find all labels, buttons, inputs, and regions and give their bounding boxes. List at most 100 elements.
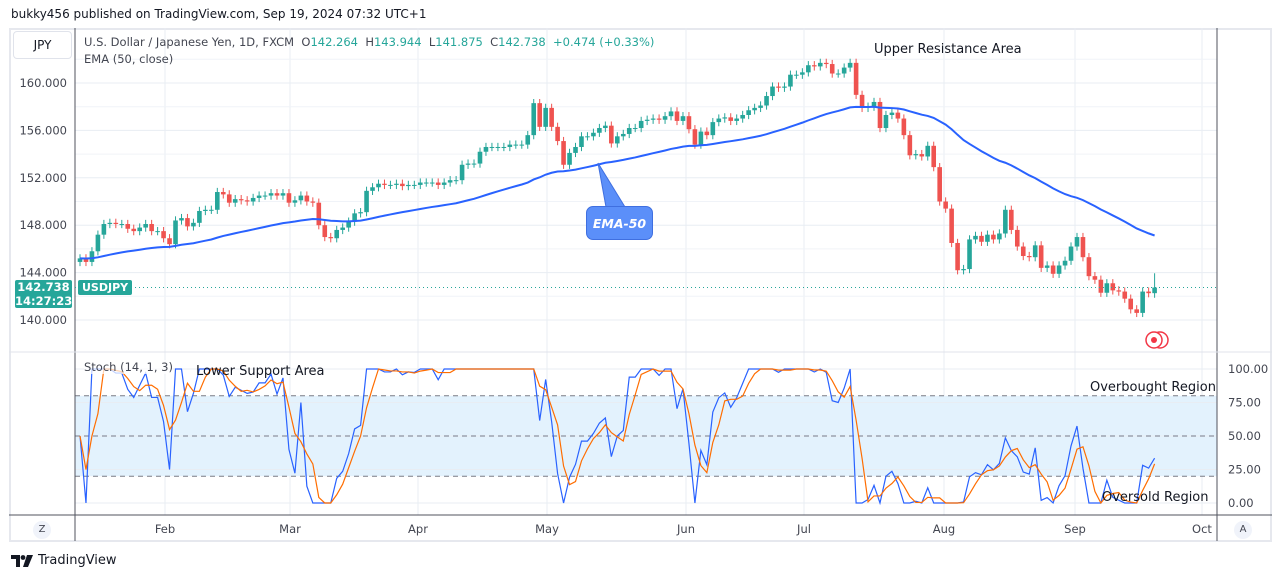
candle	[531, 98, 537, 140]
candle	[555, 122, 560, 146]
candle	[573, 142, 578, 158]
candle	[585, 132, 590, 141]
candle-body	[746, 110, 751, 115]
candle	[274, 189, 280, 200]
candle	[877, 97, 883, 133]
candle-body	[310, 201, 316, 203]
open-value: 142.264	[310, 35, 358, 49]
candle-body	[89, 251, 95, 262]
candle-body	[1116, 290, 1122, 292]
candle	[1050, 261, 1056, 278]
time-tick-label: Aug	[933, 522, 955, 536]
candle-body	[883, 114, 889, 129]
oversold-annotation[interactable]: Oversold Region	[1102, 490, 1209, 505]
last-price-label: 142.738 14:27:23	[15, 280, 72, 308]
candle	[400, 179, 405, 191]
candle-body	[710, 122, 716, 136]
candle-body	[626, 128, 632, 134]
candle	[477, 147, 483, 168]
auto-scale-button[interactable]: A	[1234, 521, 1252, 539]
candle-body	[632, 128, 638, 130]
candle	[1086, 253, 1092, 281]
chart-frame	[9, 28, 1272, 542]
candle	[543, 103, 548, 131]
candle-body	[179, 218, 184, 221]
upper-resistance-annotation[interactable]: Upper Resistance Area	[874, 42, 1022, 57]
candle	[1020, 242, 1026, 261]
candle	[1003, 205, 1008, 238]
stoch-legend[interactable]: Stoch (14, 1, 3)	[84, 360, 173, 374]
candle-body	[143, 224, 148, 228]
stoch-k-line	[79, 368, 1156, 506]
candle	[280, 189, 286, 200]
candle-body	[412, 184, 417, 186]
candle-body	[226, 194, 232, 203]
candle	[268, 189, 274, 200]
time-tick-label: Sep	[1064, 522, 1086, 536]
timezone-button[interactable]: Z	[33, 521, 51, 539]
candle	[1140, 287, 1145, 318]
candle	[597, 123, 602, 137]
candle-body	[806, 65, 811, 73]
candle	[859, 90, 865, 113]
candle	[1068, 242, 1074, 265]
candle	[483, 142, 489, 156]
candle	[262, 191, 268, 200]
candle-body	[477, 151, 483, 164]
candle	[979, 231, 984, 246]
candle-body	[698, 131, 704, 145]
candle	[1134, 305, 1139, 318]
symbol-search-button[interactable]: JPY	[13, 31, 72, 59]
candle	[746, 106, 751, 120]
candle-body	[835, 73, 841, 75]
candle	[812, 61, 817, 71]
candle	[232, 194, 238, 207]
candle	[806, 61, 811, 77]
time-tick-label: Jun	[676, 522, 695, 536]
candle	[734, 114, 739, 126]
candle	[567, 148, 572, 169]
candle-body	[101, 224, 107, 235]
candle-body	[895, 112, 901, 119]
candle-body	[370, 187, 375, 191]
lower-support-annotation[interactable]: Lower Support Area	[196, 364, 325, 379]
candle	[507, 140, 513, 152]
candle	[316, 198, 322, 230]
candle	[1080, 232, 1086, 262]
ema-legend[interactable]: EMA (50, close)	[84, 52, 174, 66]
candle-body	[770, 86, 775, 97]
candle-body	[776, 86, 781, 88]
candle-body	[406, 184, 411, 187]
overbought-annotation[interactable]: Overbought Region	[1090, 380, 1216, 395]
candle	[901, 114, 907, 140]
candle-body	[579, 136, 584, 147]
candle	[495, 142, 501, 152]
ema-50-callout[interactable]: EMA-50	[586, 206, 653, 240]
candle	[226, 190, 232, 207]
candle-body	[841, 67, 847, 74]
candle-body	[847, 62, 853, 68]
stoch-d-line	[79, 368, 1156, 505]
high-label: H	[365, 35, 374, 49]
ema-callout-pointer	[597, 162, 626, 208]
candle	[346, 217, 351, 232]
candle	[883, 110, 889, 133]
price-tick-label: 144.000	[19, 266, 67, 280]
candle	[370, 183, 375, 195]
candle	[191, 218, 196, 231]
candle	[680, 112, 686, 126]
candle	[173, 216, 178, 249]
candle	[382, 179, 387, 190]
candle-body	[764, 96, 769, 106]
candle-body	[173, 220, 178, 245]
candle-body	[919, 154, 925, 157]
candle-body	[423, 182, 429, 184]
candle-body	[740, 114, 745, 119]
candle-body	[752, 107, 757, 111]
time-tick-label: Oct	[1192, 522, 1212, 536]
price-tick-label: 152.000	[19, 171, 67, 185]
candle	[991, 230, 996, 244]
high-value: 143.944	[373, 35, 422, 49]
candle-body	[1104, 283, 1110, 293]
